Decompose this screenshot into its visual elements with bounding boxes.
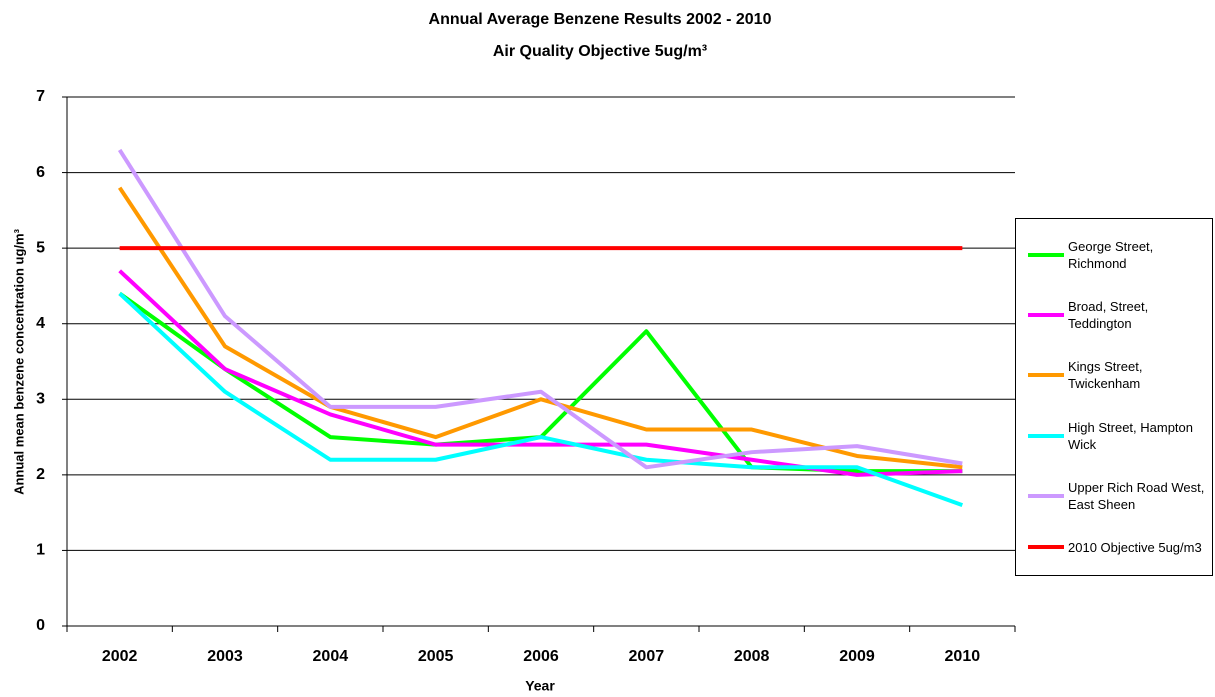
y-tick-label: 2 (36, 466, 45, 483)
chart-title: Annual Average Benzene Results 2002 - 20… (429, 11, 772, 28)
y-tick-label: 5 (36, 239, 45, 256)
y-tick-label: 6 (36, 164, 45, 181)
legend-entry: Kings Street, Twickenham (1016, 358, 1212, 392)
legend-entry: 2010 Objective 5ug/m3 (1016, 539, 1212, 556)
x-tick-label: 2002 (102, 648, 138, 665)
legend-entry: High Street, Hampton Wick (1016, 419, 1212, 453)
x-tick-label: 2008 (734, 648, 770, 665)
legend-swatch (1028, 493, 1064, 498)
x-tick-label: 2004 (313, 648, 349, 665)
legend-swatch (1028, 433, 1064, 438)
legend-entry: Broad, Street, Teddington (1016, 298, 1212, 332)
y-tick-label: 7 (36, 88, 45, 105)
legend-swatch (1028, 545, 1064, 550)
x-tick-label: 2006 (523, 648, 559, 665)
legend-swatch (1028, 253, 1064, 258)
legend-label: Upper Rich Road West, East Sheen (1068, 479, 1205, 512)
x-tick-label: 2007 (629, 648, 665, 665)
legend-swatch (1028, 373, 1064, 378)
x-tick-label: 2005 (418, 648, 454, 665)
legend: George Street, Richmond Broad, Street, Te… (1015, 218, 1213, 576)
x-tick-label: 2009 (839, 648, 875, 665)
series-line (118, 292, 964, 507)
chart-subtitle: Air Quality Objective 5ug/m³ (493, 43, 707, 60)
legend-label: Kings Street, Twickenham (1068, 359, 1143, 392)
legend-label: George Street, Richmond (1068, 239, 1154, 272)
series-line (118, 186, 963, 470)
y-tick-label: 0 (36, 617, 45, 634)
legend-label: 2010 Objective 5ug/m3 (1068, 539, 1202, 555)
legend-label: High Street, Hampton Wick (1068, 419, 1194, 452)
y-tick-label: 1 (36, 542, 45, 559)
series-line (117, 148, 963, 470)
legend-swatch (1028, 313, 1064, 318)
x-axis-label: Year (525, 678, 555, 694)
x-tick-label: 2010 (945, 648, 981, 665)
x-tick-label: 2003 (207, 648, 243, 665)
y-tick-label: 3 (36, 391, 45, 408)
series-line (118, 269, 963, 477)
legend-entry: Upper Rich Road West, East Sheen (1016, 479, 1212, 513)
legend-label: Broad, Street, Teddington (1068, 299, 1149, 332)
y-axis-label: Annual mean benzene concentration ug/m³ (11, 228, 26, 494)
y-tick-label: 4 (36, 315, 45, 332)
legend-entry: George Street, Richmond (1016, 238, 1212, 272)
